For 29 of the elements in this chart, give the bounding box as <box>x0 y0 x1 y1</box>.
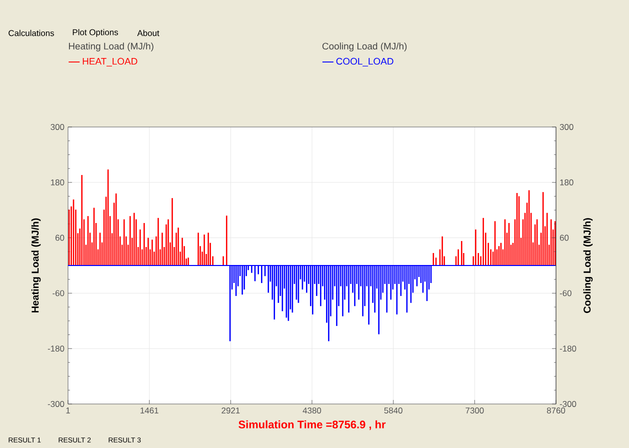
y-tick-label: -300 <box>48 400 64 407</box>
text: Plot Options <box>72 29 118 37</box>
y2-axis-title: Cooling Load (MJ/h) <box>583 218 593 313</box>
y-tick-label: 300 <box>50 124 64 130</box>
x-tick-label: 1 <box>66 408 70 414</box>
y2-tick-label: 60 <box>560 234 569 241</box>
x-tick-label: 5840 <box>384 408 402 414</box>
y2-tick-label: -180 <box>560 346 576 352</box>
y2-tick-label: 180 <box>560 179 574 186</box>
y-axis-title: Heating Load (MJ/h) <box>31 218 41 312</box>
y-tick-label: -60 <box>52 290 64 296</box>
legend-label: HEAT_LOAD <box>82 58 138 66</box>
y-tick-label: 60 <box>56 234 64 241</box>
x-axis-title: Simulation Time =8756.9 , hr <box>238 420 386 430</box>
y2-tick-label: 300 <box>560 124 574 130</box>
y2-tick-label: -300 <box>560 400 576 407</box>
x-tick-label: 4380 <box>302 408 322 414</box>
y-tick-label: -180 <box>48 346 64 352</box>
x-tick-label: 2921 <box>222 408 240 414</box>
x-tick-label: 7300 <box>466 408 484 414</box>
text: Heating Load (MJ/h) <box>68 42 154 52</box>
x-tick-label: 1461 <box>140 408 158 414</box>
y2-tick-label: -60 <box>560 290 572 296</box>
text: Calculations <box>8 30 54 36</box>
text: About <box>137 30 160 36</box>
y-tick-label: 180 <box>51 179 64 186</box>
x-tick-label: 8760 <box>546 408 566 414</box>
text: Cooling Load (MJ/h) <box>322 42 407 52</box>
legend-label: COOL_LOAD <box>336 58 394 66</box>
